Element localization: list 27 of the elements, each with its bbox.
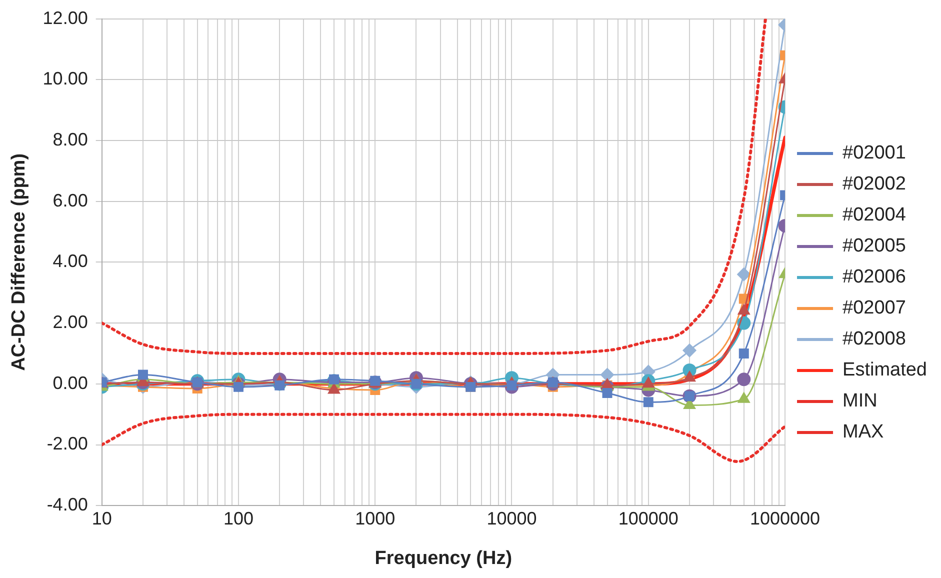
y-tick-label: 2.00 <box>52 312 88 332</box>
x-tick-label: 1000 <box>355 508 396 528</box>
y-tick-label: -4.00 <box>46 494 88 515</box>
legend-label: MIN <box>842 390 878 412</box>
y-tick-label: 0.00 <box>52 372 88 393</box>
y-axis-title: AC-DC Difference (ppm) <box>8 153 30 371</box>
y-tick-label: -2.00 <box>46 434 88 454</box>
y-tick-label: 6.00 <box>52 190 88 210</box>
y-tick-label: 10.00 <box>42 68 88 89</box>
x-tick-label: 100 <box>223 508 254 528</box>
legend-label: #02006 <box>842 266 906 288</box>
legend-label: #02002 <box>842 174 906 195</box>
legend-label: #02005 <box>842 236 906 257</box>
legend-label: #02001 <box>842 142 906 164</box>
x-axis-title: Frequency (Hz) <box>374 548 512 569</box>
legend-label: #02008 <box>842 328 906 350</box>
x-tick-label: 1000000 <box>750 508 820 528</box>
legend-label: #02004 <box>842 204 906 226</box>
x-tick-label: 100000 <box>618 508 678 528</box>
x-tick-label: 10000 <box>486 508 537 528</box>
y-tick-label: 4.00 <box>52 251 88 272</box>
legend-label: MAX <box>842 422 884 443</box>
x-tick-label: 10 <box>92 508 112 528</box>
legend-label: Estimated <box>842 360 928 381</box>
y-tick-label: 8.00 <box>52 129 88 150</box>
legend-label: #02007 <box>842 298 906 319</box>
y-tick-label: 12.00 <box>42 8 88 28</box>
